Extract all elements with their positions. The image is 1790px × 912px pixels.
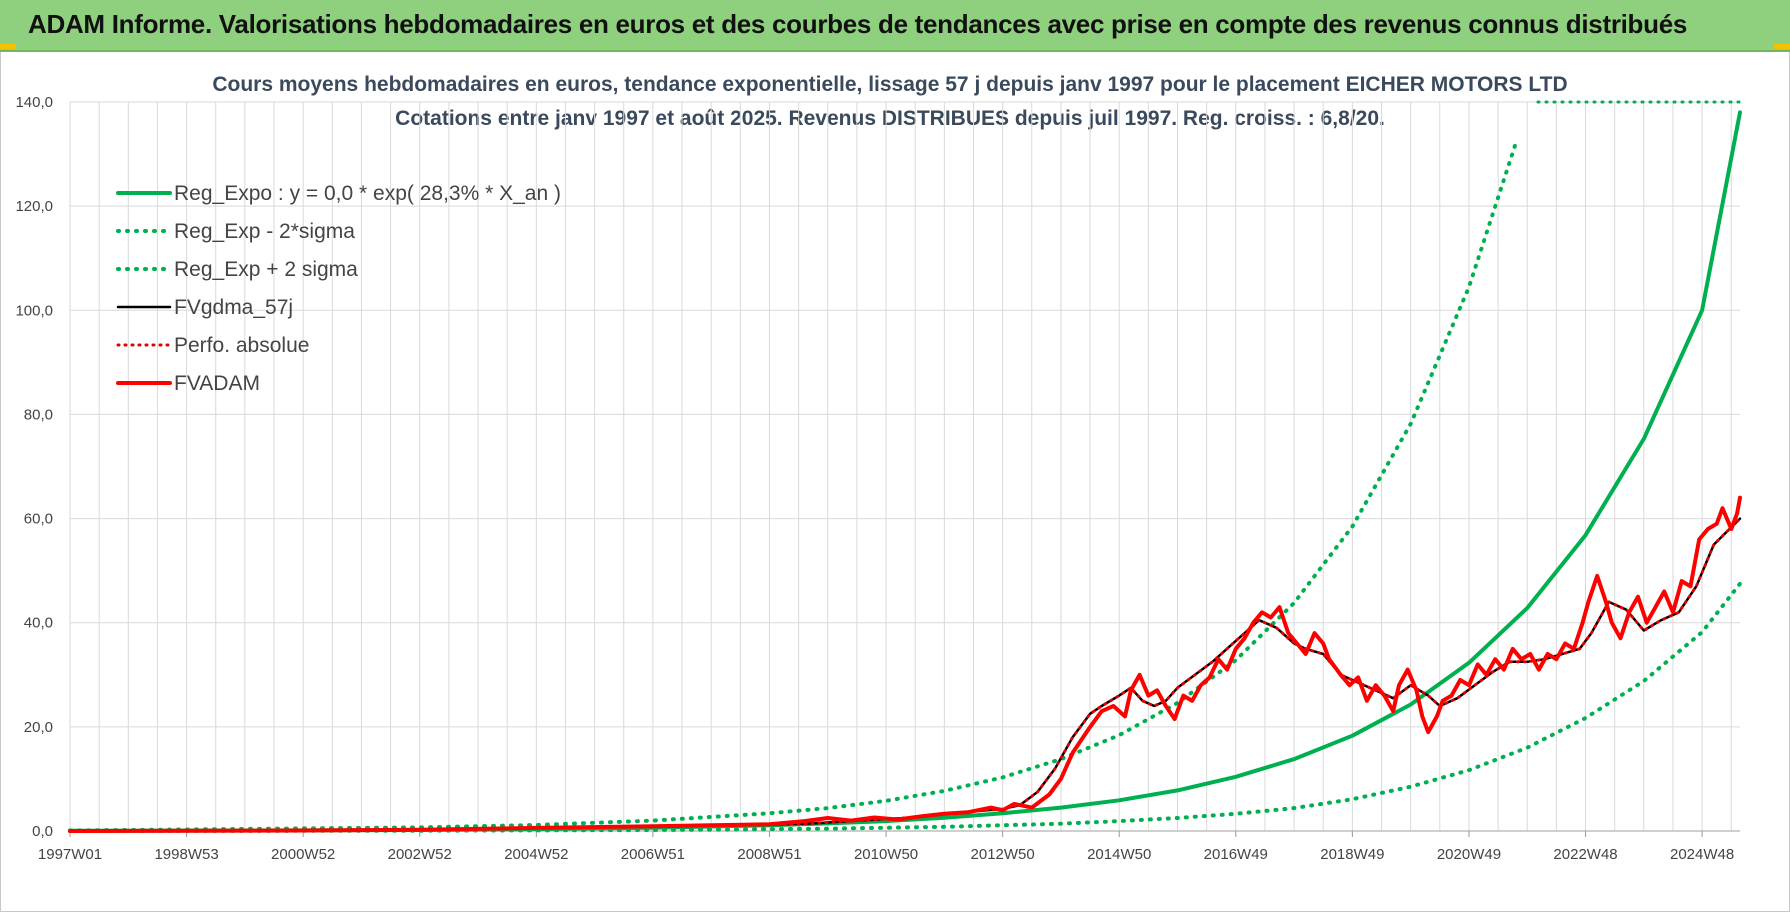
x-tick-label: 2024W48 bbox=[1670, 846, 1734, 863]
series-line-1 bbox=[68, 581, 1742, 833]
y-tick-label: 60,0 bbox=[24, 511, 53, 528]
series-line-3 bbox=[68, 517, 1742, 833]
corner-marker-left bbox=[0, 44, 16, 49]
series-line-2 bbox=[68, 141, 1518, 833]
x-tick-label: 2016W49 bbox=[1204, 846, 1268, 863]
x-tick-label: 1998W53 bbox=[154, 846, 218, 863]
y-tick-label: 120,0 bbox=[15, 198, 53, 215]
x-tick-label: 2008W51 bbox=[737, 846, 801, 863]
series-line-5 bbox=[68, 495, 1742, 833]
banner-title: ADAM Informe. Valorisations hebdomadaire… bbox=[28, 9, 1688, 39]
x-tick-label: 2002W52 bbox=[388, 846, 452, 863]
line-chart: Cours moyens hebdomadaires en euros, ten… bbox=[15, 73, 1742, 863]
legend-label: Perfo. absolue bbox=[174, 334, 309, 357]
x-tick-label: 2000W52 bbox=[271, 846, 335, 863]
legend-label: Reg_Expo : y = 0,0 * exp( 28,3% * X_an ) bbox=[174, 182, 561, 205]
y-tick-label: 140,0 bbox=[15, 94, 53, 111]
x-tick-label: 2018W49 bbox=[1320, 846, 1384, 863]
x-tick-label: 2012W50 bbox=[971, 846, 1035, 863]
y-tick-label: 0,0 bbox=[32, 823, 53, 840]
x-tick-label: 2020W49 bbox=[1437, 846, 1501, 863]
y-tick-label: 100,0 bbox=[15, 302, 53, 319]
x-tick-label: 2006W51 bbox=[621, 846, 685, 863]
legend-label: FVADAM bbox=[174, 372, 260, 395]
legend: Reg_Expo : y = 0,0 * exp( 28,3% * X_an )… bbox=[116, 182, 561, 395]
chart-title-line2: Cotations entre janv 1997 et août 2025. … bbox=[395, 107, 1385, 130]
x-tick-label: 2022W48 bbox=[1553, 846, 1617, 863]
grid: 0,0 20,0 40,0 60,0 80,0 100,0 120,0 140,0 1997W0… bbox=[15, 94, 1740, 863]
legend-label: Reg_Exp + 2 sigma bbox=[174, 258, 358, 281]
x-tick-label: 1997W01 bbox=[38, 846, 102, 863]
x-tick-label: 2010W50 bbox=[854, 846, 918, 863]
x-tick-label: 2014W50 bbox=[1087, 846, 1151, 863]
y-tick-label: 40,0 bbox=[24, 615, 53, 632]
legend-label: Reg_Exp - 2*sigma bbox=[174, 220, 355, 243]
y-tick-label: 80,0 bbox=[24, 406, 53, 423]
legend-label: FVgdma_57j bbox=[174, 296, 293, 319]
series-lines bbox=[68, 100, 1742, 833]
chart-title-line1: Cours moyens hebdomadaires en euros, ten… bbox=[212, 73, 1567, 96]
x-tick-label: 2004W52 bbox=[504, 846, 568, 863]
header-banner: ADAM Informe. Valorisations hebdomadaire… bbox=[0, 0, 1790, 52]
corner-marker-right bbox=[1774, 44, 1790, 49]
y-tick-label: 20,0 bbox=[24, 719, 53, 736]
